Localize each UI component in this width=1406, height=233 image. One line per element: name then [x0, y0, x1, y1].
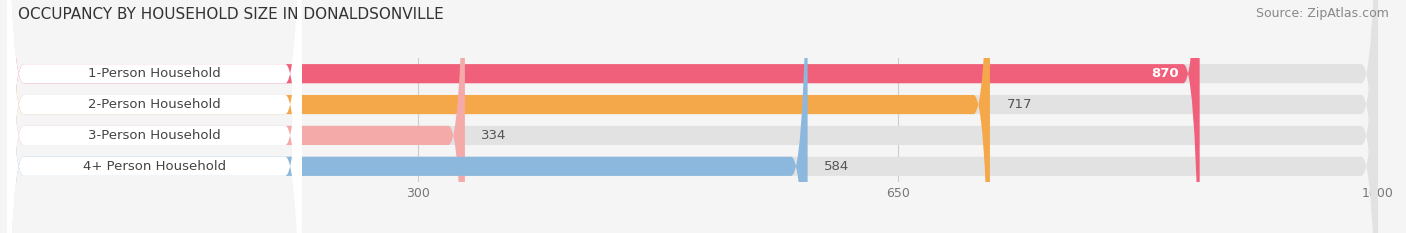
Text: 3-Person Household: 3-Person Household — [89, 129, 221, 142]
Text: OCCUPANCY BY HOUSEHOLD SIZE IN DONALDSONVILLE: OCCUPANCY BY HOUSEHOLD SIZE IN DONALDSON… — [18, 7, 444, 22]
FancyBboxPatch shape — [7, 0, 302, 233]
Text: 4+ Person Household: 4+ Person Household — [83, 160, 226, 173]
FancyBboxPatch shape — [7, 0, 1378, 233]
FancyBboxPatch shape — [7, 0, 302, 233]
FancyBboxPatch shape — [7, 0, 990, 233]
FancyBboxPatch shape — [7, 0, 1378, 233]
Text: 584: 584 — [824, 160, 849, 173]
FancyBboxPatch shape — [7, 0, 1378, 233]
FancyBboxPatch shape — [7, 0, 1378, 233]
Text: 717: 717 — [1007, 98, 1032, 111]
FancyBboxPatch shape — [7, 0, 465, 233]
Text: 334: 334 — [481, 129, 506, 142]
Text: Source: ZipAtlas.com: Source: ZipAtlas.com — [1256, 7, 1389, 20]
FancyBboxPatch shape — [7, 0, 302, 233]
Text: 2-Person Household: 2-Person Household — [89, 98, 221, 111]
Text: 870: 870 — [1152, 67, 1180, 80]
FancyBboxPatch shape — [7, 0, 1199, 233]
FancyBboxPatch shape — [7, 0, 302, 233]
FancyBboxPatch shape — [7, 0, 807, 233]
Text: 1-Person Household: 1-Person Household — [89, 67, 221, 80]
